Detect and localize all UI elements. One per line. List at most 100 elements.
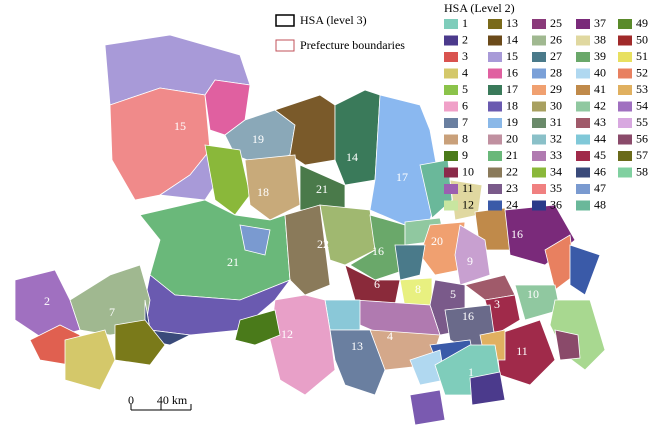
region bbox=[554, 329, 581, 361]
legend-swatch bbox=[444, 118, 458, 128]
legend-label: 8 bbox=[462, 131, 468, 145]
legend-label: 53 bbox=[636, 82, 648, 96]
region bbox=[204, 144, 251, 216]
region-label: 5 bbox=[450, 287, 456, 301]
region bbox=[234, 309, 281, 346]
legend-swatch bbox=[444, 52, 458, 62]
legend-label: 56 bbox=[636, 131, 648, 145]
legend-label: 18 bbox=[506, 98, 518, 112]
region-label: 11 bbox=[516, 344, 528, 358]
legend-label: 10 bbox=[462, 164, 474, 178]
region bbox=[569, 244, 601, 296]
region bbox=[394, 244, 426, 281]
legend-label: 39 bbox=[594, 49, 606, 63]
legend-swatch bbox=[444, 151, 458, 161]
legend-swatch bbox=[576, 85, 590, 95]
legend-swatch bbox=[576, 52, 590, 62]
legend-label: 15 bbox=[506, 49, 518, 63]
legend-label: 52 bbox=[636, 65, 648, 79]
region-label: 7 bbox=[109, 305, 115, 319]
legend-swatch bbox=[444, 167, 458, 178]
legend-swatch bbox=[618, 167, 632, 178]
legend-swatch bbox=[532, 200, 546, 211]
legend-swatch bbox=[488, 19, 502, 29]
legend-swatch bbox=[576, 68, 590, 79]
region-label: 22 bbox=[317, 237, 329, 251]
legend-swatch bbox=[488, 85, 502, 95]
region-label: 21 bbox=[227, 255, 239, 269]
legend-swatch bbox=[576, 151, 590, 161]
legend-label: 27 bbox=[550, 49, 562, 63]
legend-label: 33 bbox=[550, 148, 562, 162]
legend-label: 32 bbox=[550, 131, 562, 145]
legend-swatch bbox=[618, 85, 632, 95]
legend-swatch bbox=[532, 52, 546, 62]
legend-swatch bbox=[618, 68, 632, 79]
legend-label: 29 bbox=[550, 82, 562, 96]
legend-label: 25 bbox=[550, 16, 562, 30]
region-label: 16 bbox=[511, 227, 523, 241]
region bbox=[454, 224, 491, 286]
region bbox=[344, 264, 401, 306]
legend-swatch bbox=[532, 184, 546, 194]
legend-swatch bbox=[576, 167, 590, 178]
legend-swatch bbox=[488, 151, 502, 161]
legend-swatch bbox=[488, 52, 502, 62]
region-label: 13 bbox=[351, 339, 363, 353]
region-label: 1 bbox=[468, 365, 474, 379]
legend-swatch bbox=[488, 134, 502, 145]
legend-label: 24 bbox=[506, 197, 518, 211]
legend-label: 19 bbox=[506, 115, 518, 129]
legend-swatch bbox=[532, 151, 546, 161]
legend-swatch bbox=[618, 101, 632, 112]
legend-label: 47 bbox=[594, 181, 606, 195]
legend-label: 37 bbox=[594, 16, 606, 30]
legend-label: 31 bbox=[550, 115, 562, 129]
legend-swatch bbox=[618, 19, 632, 29]
legend-swatch bbox=[444, 200, 458, 211]
legend-label: 50 bbox=[636, 32, 648, 46]
region bbox=[239, 224, 271, 256]
legend-label: 34 bbox=[550, 164, 562, 178]
legend-label: 41 bbox=[594, 82, 606, 96]
legend-swatch bbox=[576, 35, 590, 46]
region-label: 6 bbox=[374, 277, 380, 291]
legend-label: 2 bbox=[462, 32, 468, 46]
legend-label: 36 bbox=[550, 197, 562, 211]
legend-swatch bbox=[488, 167, 502, 178]
legend-swatch bbox=[618, 35, 632, 46]
legend-label: 12 bbox=[462, 197, 474, 211]
legend-label: 1 bbox=[462, 16, 468, 30]
legend-label: 26 bbox=[550, 32, 562, 46]
legend-swatch bbox=[576, 134, 590, 145]
legend-label: 40 bbox=[594, 65, 606, 79]
legend-swatch bbox=[488, 35, 502, 46]
region-label: 2 bbox=[44, 294, 50, 308]
legend-swatch bbox=[618, 151, 632, 161]
legend-label: 58 bbox=[636, 164, 648, 178]
region bbox=[329, 329, 386, 396]
legend-swatch bbox=[576, 19, 590, 29]
region-label: 21 bbox=[316, 182, 328, 196]
legend-swatch bbox=[576, 118, 590, 128]
region-label: 9 bbox=[467, 254, 473, 268]
legend-swatch bbox=[576, 101, 590, 112]
region-label: 20 bbox=[431, 234, 443, 248]
legend-label: Prefecture boundaries bbox=[300, 38, 405, 52]
level2-legend: 1234567891011121314151617181920212223242… bbox=[444, 16, 648, 211]
legend-swatch bbox=[618, 52, 632, 62]
region bbox=[319, 204, 376, 266]
region-label: 14 bbox=[346, 150, 358, 164]
region-label: 16 bbox=[372, 244, 384, 258]
legend-label: 49 bbox=[636, 16, 648, 30]
legend-label: 42 bbox=[594, 98, 606, 112]
region-label: 18 bbox=[257, 185, 269, 199]
regions bbox=[14, 34, 606, 426]
region-label: 19 bbox=[252, 132, 264, 146]
legend-label: 30 bbox=[550, 98, 562, 112]
scale-label: 0 bbox=[128, 393, 134, 407]
region bbox=[274, 94, 336, 166]
legend-label: 44 bbox=[594, 131, 606, 145]
legend-label: 21 bbox=[506, 148, 518, 162]
